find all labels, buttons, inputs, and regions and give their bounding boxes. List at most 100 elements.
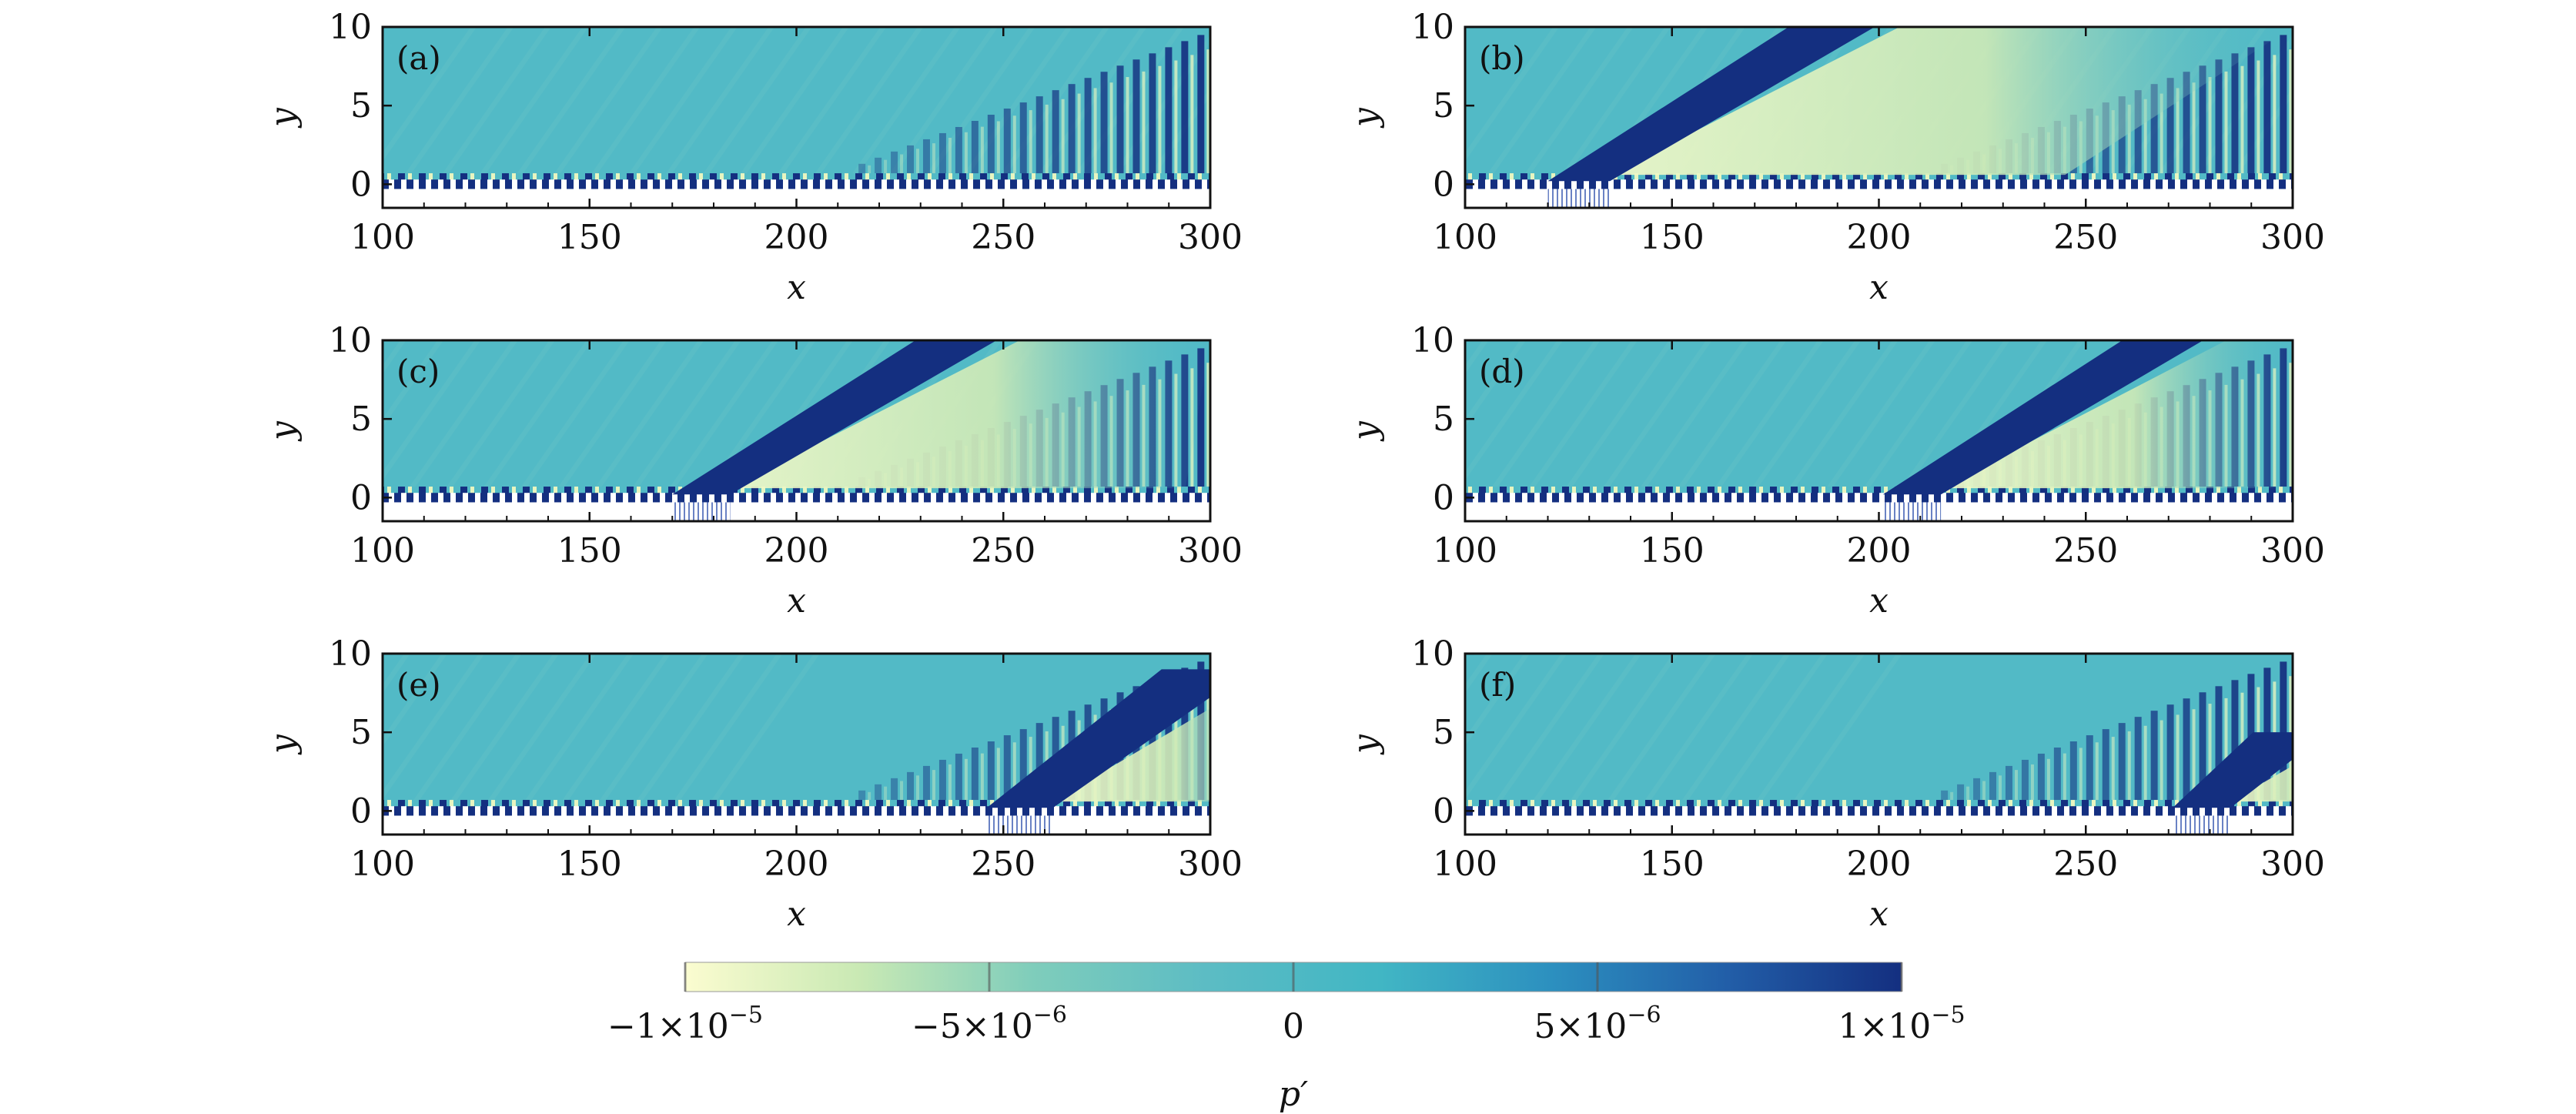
forcing-region	[986, 815, 1053, 835]
panel-label: (c)	[396, 353, 440, 390]
x-tick-label: 150	[557, 845, 622, 884]
wavepacket	[986, 669, 1210, 808]
near-wall-band	[383, 487, 1210, 495]
panel-label: (d)	[1479, 353, 1525, 390]
x-axis-label: x	[1869, 268, 1889, 307]
y-tick-label: 10	[329, 321, 372, 360]
y-tick-label: 0	[350, 791, 372, 831]
y-tick-label: 5	[1433, 86, 1454, 125]
y-tick-label: 0	[1433, 165, 1454, 204]
panel-e: 100 150 200 250 300 0 5 10 x y (e)	[263, 634, 1243, 934]
x-tick-label: 200	[764, 845, 829, 884]
panel-b: 100 150 200 250 300 0 5 10 x y (b)	[1346, 8, 2325, 307]
x-tick-label: 200	[764, 218, 829, 257]
x-tick-label: 100	[1433, 845, 1497, 884]
rarefaction-region	[730, 340, 1210, 489]
x-axis-label: x	[787, 268, 806, 307]
pressure-field	[383, 340, 1210, 521]
panel-label: (e)	[396, 666, 441, 704]
x-tick-label: 300	[1178, 531, 1243, 570]
wavepacket	[1882, 340, 2203, 495]
x-tick-label: 100	[1433, 531, 1497, 570]
x-tick-label: 200	[1847, 845, 1912, 884]
x-tick-label: 250	[971, 845, 1035, 884]
wall-line	[383, 493, 1210, 503]
colorbar-tick-label: 0	[1283, 1007, 1304, 1046]
pressure-field	[383, 654, 1210, 835]
pressure-field	[1465, 27, 2293, 208]
y-tick-label: 10	[1411, 8, 1454, 47]
near-wall-band	[383, 173, 1210, 182]
panel-label: (f)	[1479, 666, 1516, 704]
colorbar-tick-label: 5×10−6	[1534, 1002, 1661, 1046]
wall-line	[383, 806, 1210, 816]
y-axis-label: y	[263, 107, 303, 129]
y-tick-label: 10	[329, 634, 372, 674]
wall-line	[1465, 806, 2293, 816]
y-axis-label: y	[263, 420, 303, 442]
panel-f: 100 150 200 250 300 0 5 10 x y (f)	[1346, 634, 2325, 934]
wavepacket	[2173, 732, 2293, 808]
y-tick-label: 0	[1433, 478, 1454, 517]
forcing-region	[1547, 189, 1611, 208]
panel-label: (b)	[1479, 39, 1525, 77]
x-tick-label: 250	[971, 218, 1035, 257]
near-wall-band	[1465, 173, 2293, 182]
pressure-field	[383, 27, 1210, 208]
x-tick-label: 250	[2053, 845, 2118, 884]
near-wall-band	[1465, 800, 2293, 808]
x-tick-label: 150	[557, 218, 622, 257]
x-tick-label: 100	[350, 531, 415, 570]
x-tick-label: 300	[1178, 218, 1243, 257]
colorbar: −1×10−5 −5×10−6 0 5×10−6 1×10−5 p′	[607, 962, 1965, 1114]
panel-a: 100 150 200 250 300 0 5 10 x y (a)	[263, 8, 1243, 307]
x-tick-label: 200	[1847, 218, 1912, 257]
wall-line	[1465, 179, 2293, 189]
y-tick-label: 5	[350, 400, 372, 439]
x-tick-label: 250	[2053, 531, 2118, 570]
wall-line	[383, 179, 1210, 189]
x-tick-label: 250	[2053, 218, 2118, 257]
x-axis-label: x	[787, 895, 806, 934]
x-tick-label: 250	[971, 531, 1035, 570]
colorbar-tick-label: −1×10−5	[607, 1002, 763, 1046]
y-tick-label: 0	[350, 478, 372, 517]
rarefaction-region	[1941, 340, 2293, 489]
x-tick-label: 150	[1640, 845, 1705, 884]
y-tick-label: 5	[350, 713, 372, 752]
x-axis-label: x	[787, 581, 806, 621]
y-axis-label: y	[1346, 420, 1385, 442]
forcing-region	[1882, 502, 1942, 521]
y-tick-label: 5	[1433, 713, 1454, 752]
wavepacket	[672, 340, 997, 495]
y-tick-label: 5	[1433, 400, 1454, 439]
x-axis-label: x	[1869, 581, 1889, 621]
rarefaction-region	[1610, 27, 2293, 176]
x-tick-label: 100	[1433, 218, 1497, 257]
panel-c: 100 150 200 250 300 0 5 10 x y (c)	[263, 321, 1243, 621]
wavepacket	[1547, 27, 1875, 182]
x-tick-label: 300	[2260, 531, 2325, 570]
y-tick-label: 10	[1411, 321, 1454, 360]
x-tick-label: 150	[1640, 531, 1705, 570]
y-axis-label: y	[1346, 107, 1385, 129]
y-tick-label: 5	[350, 86, 372, 125]
x-tick-label: 150	[557, 531, 622, 570]
rarefaction-region	[1052, 669, 1210, 802]
x-tick-label: 200	[1847, 531, 1912, 570]
x-tick-label: 200	[764, 531, 829, 570]
y-tick-label: 10	[329, 8, 372, 47]
y-axis-label: y	[1346, 734, 1385, 755]
forcing-region	[2173, 815, 2231, 835]
y-tick-label: 0	[1433, 791, 1454, 831]
forcing-region	[672, 502, 731, 521]
colorbar-tick-label: 1×10−5	[1838, 1002, 1965, 1046]
x-tick-label: 300	[2260, 845, 2325, 884]
rarefaction-region	[2230, 732, 2293, 802]
near-wall-band	[383, 800, 1210, 808]
y-axis-label: y	[263, 734, 303, 755]
panel-d: 100 150 200 250 300 0 5 10 x y (d)	[1346, 321, 2325, 621]
wall-line	[1465, 493, 2293, 503]
x-tick-label: 300	[1178, 845, 1243, 884]
